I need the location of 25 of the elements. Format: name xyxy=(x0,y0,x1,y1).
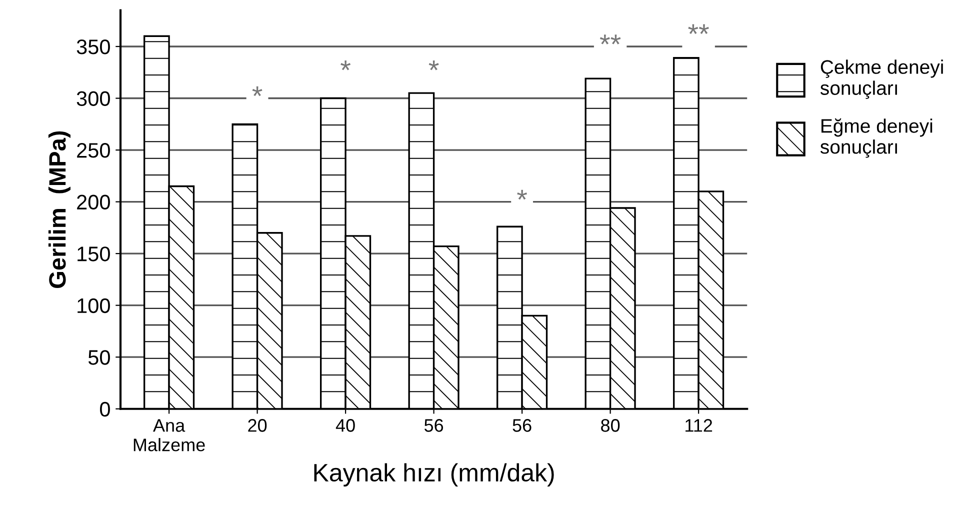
y-tick-label: 100 xyxy=(78,298,110,314)
y-tick-label: 50 xyxy=(88,350,110,365)
annotation: * xyxy=(428,60,439,70)
x-tick-label: Ana Malzeme xyxy=(134,419,205,452)
y-axis-title: Gerilim (MPa) xyxy=(48,131,70,288)
annotation: * xyxy=(252,86,262,96)
annotation: * xyxy=(340,60,351,70)
y-tick-label: 0 xyxy=(100,402,110,417)
x-tick-label: 56 xyxy=(424,419,444,432)
y-tick-label: 200 xyxy=(77,194,110,210)
x-axis-title: Kaynak hızı (mm/dak) xyxy=(314,463,554,486)
x-tick-label: 80 xyxy=(601,419,620,432)
y-tick-label: 150 xyxy=(78,246,110,262)
annotation: ** xyxy=(688,24,709,34)
annotation: * xyxy=(517,190,528,200)
x-tick-label: 40 xyxy=(336,419,355,432)
y-tick-label: 350 xyxy=(76,40,110,54)
x-tick-label: 112 xyxy=(686,419,712,432)
y-tick-label: 300 xyxy=(76,91,110,106)
annotation: ** xyxy=(600,34,621,44)
legend-label: Çekme deneyi sonuçları xyxy=(820,60,943,99)
y-tick-label: 250 xyxy=(77,143,110,158)
x-tick-label: 20 xyxy=(248,419,267,432)
x-tick-label: 56 xyxy=(512,419,532,432)
legend-label: Eğme deneyi sonuçları xyxy=(820,118,932,158)
